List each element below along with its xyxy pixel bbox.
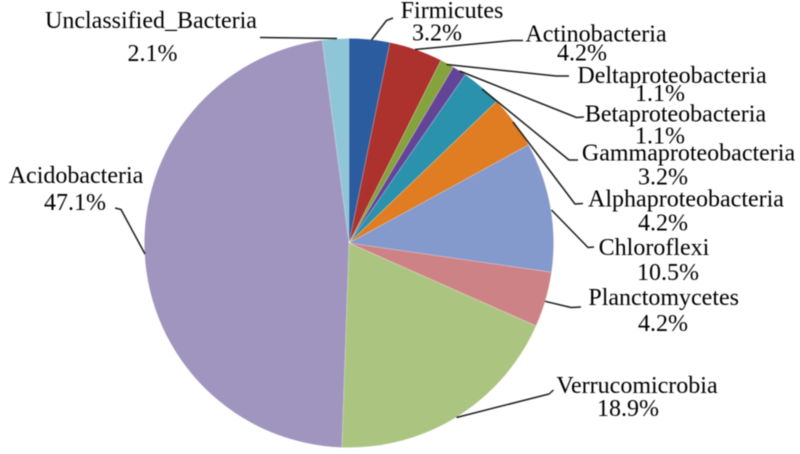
- svg-text:Verrucomicrobia: Verrucomicrobia: [556, 373, 718, 399]
- svg-text:Alphaproteobacteria: Alphaproteobacteria: [588, 187, 784, 213]
- svg-text:10.5%: 10.5%: [637, 260, 699, 286]
- svg-text:18.9%: 18.9%: [597, 396, 659, 422]
- svg-text:Chloroflexi: Chloroflexi: [599, 235, 710, 261]
- svg-text:3.2%: 3.2%: [638, 165, 688, 191]
- svg-text:4.2%: 4.2%: [638, 211, 688, 237]
- svg-text:Gammaproteobacteria: Gammaproteobacteria: [582, 141, 796, 167]
- svg-text:3.2%: 3.2%: [412, 21, 462, 47]
- svg-text:Betaproteobacteria: Betaproteobacteria: [585, 102, 767, 128]
- svg-text:2.1%: 2.1%: [128, 41, 178, 67]
- svg-text:47.1%: 47.1%: [44, 190, 106, 216]
- svg-text:4.2%: 4.2%: [638, 311, 688, 337]
- svg-text:4.2%: 4.2%: [557, 41, 607, 67]
- svg-text:Firmicutes: Firmicutes: [401, 0, 504, 24]
- svg-text:Unclassified_Bacteria: Unclassified_Bacteria: [45, 8, 257, 34]
- svg-text:1.1%: 1.1%: [635, 81, 685, 107]
- svg-text:1.1%: 1.1%: [635, 124, 685, 150]
- svg-text:Planctomycetes: Planctomycetes: [588, 285, 739, 311]
- svg-text:Actinobacteria: Actinobacteria: [525, 22, 667, 48]
- svg-text:Deltaproteobacteria: Deltaproteobacteria: [577, 63, 767, 89]
- svg-text:Acidobacteria: Acidobacteria: [9, 163, 144, 189]
